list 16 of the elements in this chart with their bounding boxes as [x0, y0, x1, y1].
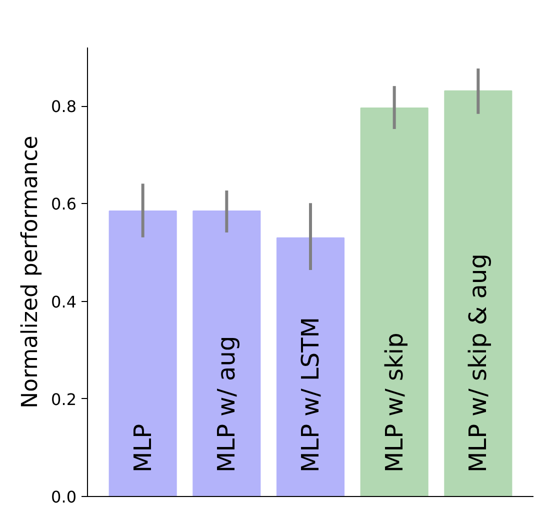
bar [192, 210, 261, 496]
y-tick-label: 0.2 [51, 390, 77, 409]
x-tick-label: MLP w/ skip [380, 332, 408, 472]
x-tick-label: MLP [128, 424, 157, 472]
x-tick-label: MLP w/ LSTM [296, 317, 324, 472]
y-tick-label: 0.8 [51, 97, 77, 116]
bar [444, 90, 512, 496]
x-tick-label: MLP w/ skip & aug [464, 254, 492, 472]
y-tick-label: 0.0 [51, 488, 77, 506]
bar [360, 108, 428, 496]
bar [108, 210, 177, 496]
y-tick-label: 0.4 [51, 292, 77, 312]
bar [276, 237, 345, 496]
y-tick-label: 0.6 [51, 194, 77, 214]
x-tick-label: MLP w/ aug [212, 336, 241, 472]
y-axis-title: Normalized performance [18, 136, 44, 408]
